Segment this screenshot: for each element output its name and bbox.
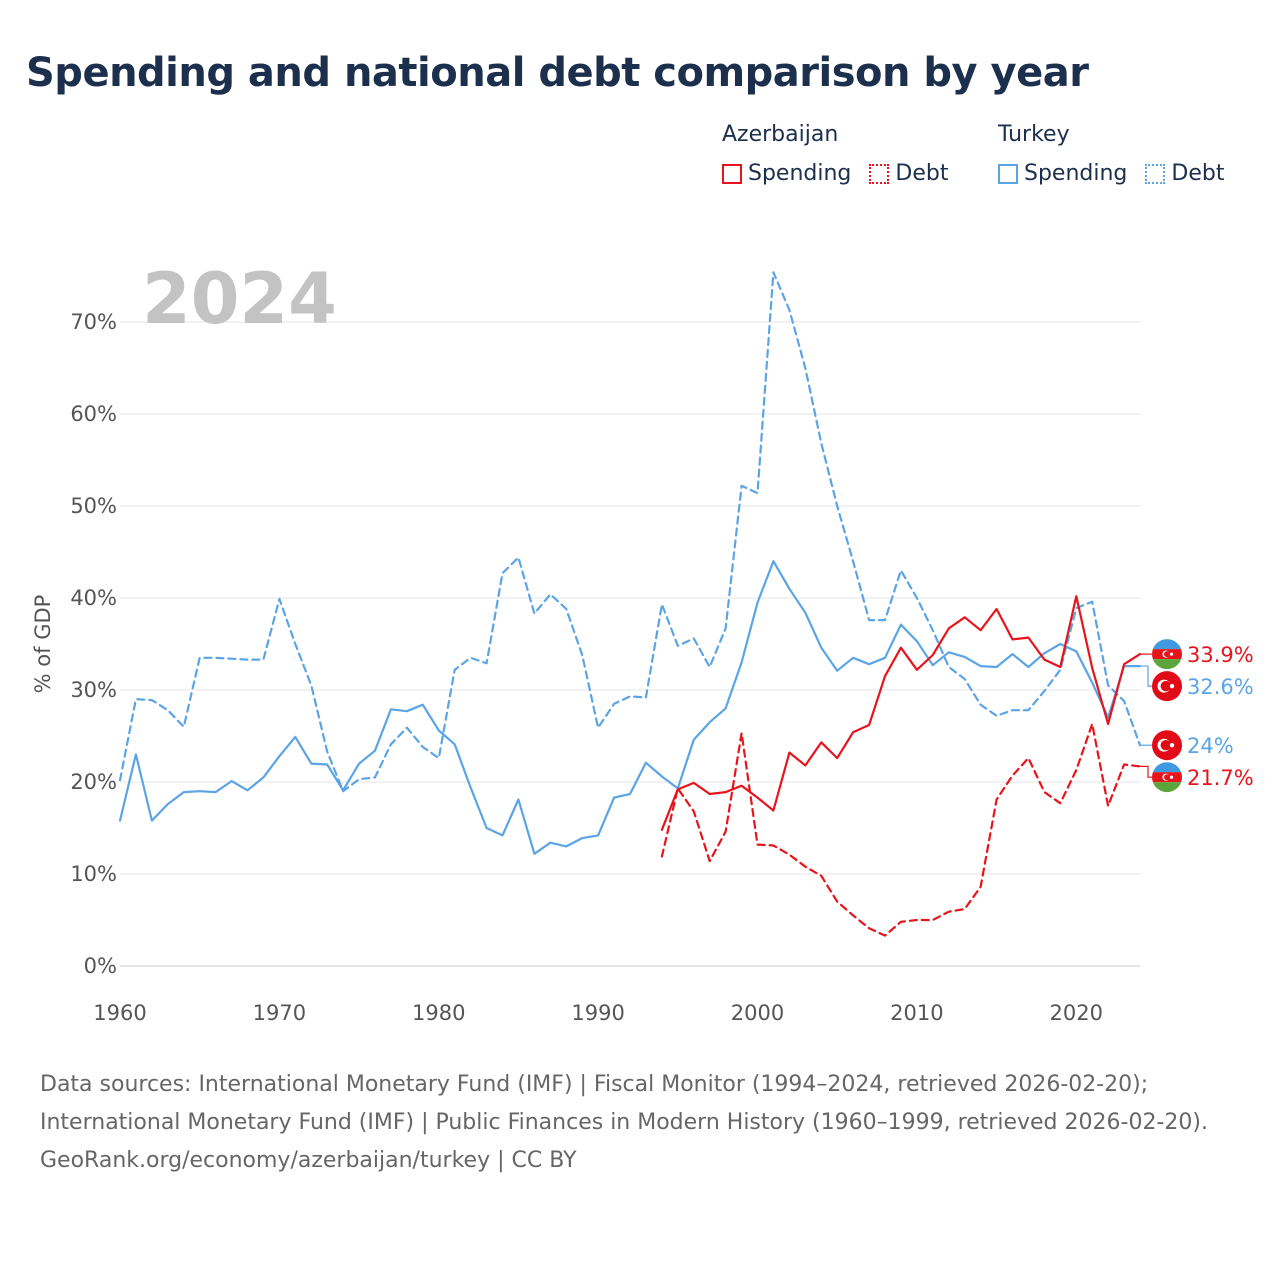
x-tick-label: 2020: [1050, 1001, 1103, 1025]
x-tick-label: 2000: [731, 1001, 784, 1025]
x-tick-label: 1970: [253, 1001, 306, 1025]
legend-item-azerbaijan-spending[interactable]: Spending: [722, 161, 851, 186]
end-value-label: 21.7%: [1187, 766, 1254, 790]
x-tick-label: 1990: [571, 1001, 624, 1025]
series-lines: [118, 271, 1142, 937]
y-tick-label: 10%: [70, 862, 117, 886]
y-tick-label: 30%: [70, 678, 117, 702]
x-tick-label: 1980: [412, 1001, 465, 1025]
legend-swatch-dotted: [1145, 163, 1166, 184]
series-line-turkey-debt[interactable]: [118, 271, 1142, 793]
legend-swatch-solid: [722, 163, 742, 184]
x-tick-label: 2010: [890, 1001, 943, 1025]
chart-title: Spending and national debt comparison by…: [26, 50, 1089, 96]
legend-group-label: Turkey: [998, 122, 1070, 147]
credit-line: GeoRank.org/economy/azerbaijan/turkey | …: [40, 1148, 577, 1173]
end-value-label: 32.6%: [1187, 675, 1254, 699]
gridlines: [120, 321, 1140, 967]
y-tick-label: 50%: [70, 494, 117, 518]
legend-swatch-solid: [998, 163, 1018, 184]
legend-item-label: Spending: [748, 161, 852, 186]
year-watermark: 2024: [142, 258, 337, 340]
legend-item-label: Debt: [1171, 161, 1225, 186]
legend-group-label: Azerbaijan: [722, 122, 839, 147]
series-line-turkey-spending[interactable]: [118, 560, 1142, 855]
axes: 0% 10% 20% 30% 40% 50% 60% 70% 1960 1970 1980 1990 2…: [31, 310, 1103, 1025]
series-line-azerbaijan-debt[interactable]: [660, 722, 1142, 937]
legend-item-azerbaijan-debt[interactable]: Debt: [869, 161, 948, 186]
y-tick-label: 40%: [70, 586, 117, 610]
azerbaijan-flag-icon: [1152, 762, 1182, 793]
legend-item-turkey-spending[interactable]: Spending: [998, 161, 1127, 186]
footer: Data sources: International Monetary Fun…: [40, 1066, 1250, 1180]
series-line-azerbaijan-spending[interactable]: [660, 595, 1142, 831]
legend-item-label: Spending: [1024, 161, 1128, 186]
line-chart: 0% 10% 20% 30% 40% 50% 60% 70% 1960 1970 1980 1990 2…: [31, 258, 1254, 1025]
legend-swatch-dotted: [869, 163, 890, 184]
legend-group-azerbaijan: Azerbaijan Spending Debt: [722, 122, 966, 186]
legend-group-turkey: Turkey Spending Debt: [998, 122, 1224, 186]
turkey-flag-icon: [1152, 730, 1182, 761]
end-connector: [1140, 765, 1152, 778]
y-axis-title: % of GDP: [31, 595, 55, 694]
data-sources: Data sources: International Monetary Fun…: [40, 1072, 1208, 1135]
end-value-label: 33.9%: [1187, 643, 1254, 667]
y-tick-label: 70%: [70, 310, 117, 334]
legend-item-label: Debt: [895, 161, 949, 186]
y-tick-label: 20%: [70, 770, 117, 794]
azerbaijan-flag-icon: [1152, 639, 1182, 670]
legend-item-turkey-debt[interactable]: Debt: [1145, 161, 1224, 186]
turkey-flag-icon: [1152, 671, 1182, 702]
y-tick-label: 0%: [84, 954, 117, 978]
x-tick-label: 1960: [93, 1001, 146, 1025]
y-tick-label: 60%: [70, 402, 117, 426]
end-labels: 33.9% 32.6% 24% 21.7%: [1140, 639, 1254, 793]
end-value-label: 24%: [1187, 734, 1234, 758]
end-connector: [1140, 665, 1152, 687]
